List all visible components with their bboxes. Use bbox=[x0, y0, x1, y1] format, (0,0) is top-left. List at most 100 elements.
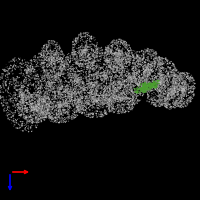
Point bbox=[94, 78, 97, 81]
Point bbox=[177, 77, 180, 80]
Point bbox=[88, 99, 91, 102]
Point bbox=[160, 85, 163, 88]
Point bbox=[40, 97, 43, 100]
Point bbox=[124, 111, 127, 115]
Point bbox=[159, 79, 162, 82]
Point bbox=[117, 53, 120, 56]
Point bbox=[108, 110, 111, 113]
Point bbox=[138, 59, 142, 62]
Point bbox=[33, 105, 37, 108]
Point bbox=[148, 68, 151, 71]
Point bbox=[136, 59, 140, 62]
Point bbox=[134, 84, 137, 87]
Point bbox=[148, 88, 151, 91]
Point bbox=[45, 41, 48, 45]
Point bbox=[42, 83, 45, 86]
Point bbox=[43, 92, 46, 95]
Point bbox=[148, 66, 151, 69]
Point bbox=[120, 85, 123, 89]
Point bbox=[103, 75, 106, 78]
Point bbox=[69, 79, 72, 82]
Point bbox=[36, 104, 39, 108]
Point bbox=[125, 58, 128, 61]
Point bbox=[56, 113, 59, 116]
Point bbox=[145, 66, 148, 70]
Point bbox=[90, 86, 93, 89]
Point bbox=[155, 79, 158, 82]
Point bbox=[173, 73, 176, 77]
Point bbox=[158, 95, 161, 99]
Point bbox=[155, 68, 158, 71]
Point bbox=[162, 87, 165, 90]
Point bbox=[52, 102, 55, 105]
Point bbox=[182, 89, 185, 92]
Point bbox=[145, 90, 148, 93]
Point bbox=[119, 99, 122, 103]
Point bbox=[75, 90, 78, 93]
Point bbox=[133, 90, 136, 93]
Point bbox=[90, 74, 94, 77]
Point bbox=[103, 109, 106, 112]
Point bbox=[87, 67, 90, 71]
Point bbox=[53, 59, 56, 62]
Point bbox=[113, 59, 117, 62]
Point bbox=[48, 98, 51, 101]
Point bbox=[50, 61, 53, 65]
Point bbox=[29, 70, 32, 73]
Point bbox=[162, 94, 165, 97]
Point bbox=[33, 73, 37, 76]
Point bbox=[74, 109, 77, 113]
Point bbox=[163, 75, 166, 79]
Point bbox=[32, 105, 35, 108]
Point bbox=[89, 55, 92, 58]
Point bbox=[93, 83, 96, 86]
Point bbox=[147, 85, 150, 88]
Point bbox=[141, 59, 145, 62]
Point bbox=[46, 107, 50, 110]
Point bbox=[82, 55, 85, 58]
Point bbox=[76, 41, 79, 44]
Point bbox=[116, 88, 119, 91]
Point bbox=[36, 79, 39, 83]
Point bbox=[90, 92, 94, 95]
Point bbox=[165, 101, 168, 105]
Point bbox=[181, 91, 184, 94]
Point bbox=[39, 80, 42, 83]
Point bbox=[98, 62, 101, 65]
Point bbox=[25, 96, 29, 99]
Point bbox=[172, 63, 176, 66]
Point bbox=[154, 85, 157, 88]
Point bbox=[166, 80, 170, 84]
Point bbox=[183, 93, 186, 97]
Point bbox=[42, 102, 45, 105]
Point bbox=[127, 50, 130, 53]
Point bbox=[113, 50, 116, 53]
Point bbox=[54, 66, 57, 69]
Point bbox=[58, 121, 61, 124]
Point bbox=[149, 48, 152, 51]
Point bbox=[58, 103, 62, 106]
Point bbox=[122, 83, 125, 86]
Point bbox=[104, 87, 108, 91]
Point bbox=[129, 81, 132, 84]
Point bbox=[183, 94, 186, 97]
Point bbox=[38, 92, 41, 96]
Point bbox=[92, 94, 95, 97]
Point bbox=[68, 98, 72, 102]
Point bbox=[187, 84, 190, 88]
Point bbox=[105, 106, 108, 109]
Point bbox=[103, 80, 106, 83]
Point bbox=[45, 112, 48, 115]
Point bbox=[116, 77, 120, 81]
Point bbox=[31, 114, 34, 117]
Point bbox=[114, 46, 117, 49]
Point bbox=[87, 58, 90, 61]
Point bbox=[108, 54, 111, 57]
Point bbox=[169, 102, 172, 105]
Point bbox=[158, 82, 161, 85]
Point bbox=[173, 89, 176, 92]
Point bbox=[138, 99, 142, 102]
Point bbox=[118, 59, 121, 62]
Point bbox=[42, 104, 46, 107]
Point bbox=[35, 119, 38, 123]
